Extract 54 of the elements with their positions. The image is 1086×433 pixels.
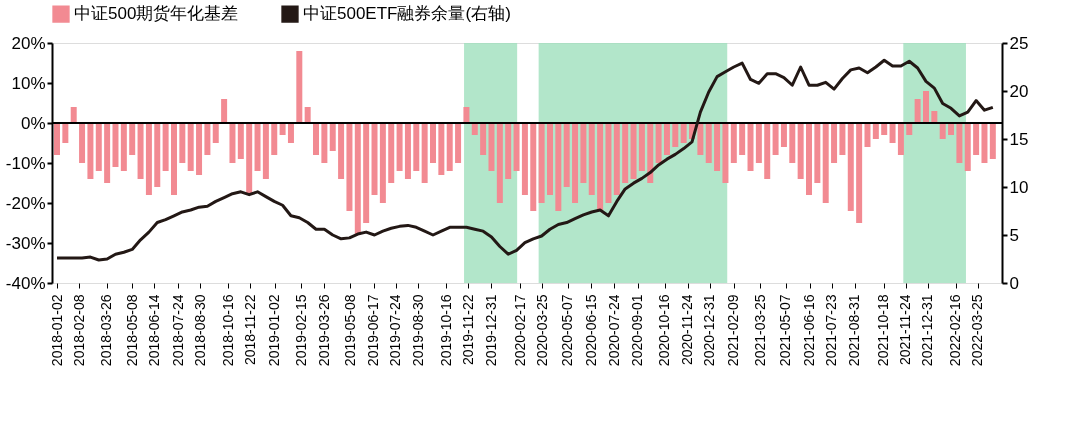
- x-tick-label: 2020-06-15: [582, 294, 599, 367]
- y2-tick-label: 10: [1009, 177, 1029, 197]
- x-tick-label: 2018-10-16: [219, 294, 236, 367]
- legend-label: 中证500ETF融券余量(右轴): [303, 4, 511, 24]
- x-tick-label: 2019-05-08: [341, 294, 358, 367]
- x-tick-label: 2020-05-07: [559, 294, 576, 367]
- x-tick-label: 2021-12-31: [919, 294, 936, 367]
- x-tick-label: 2018-01-02: [48, 294, 65, 367]
- y-tick-label: 0%: [20, 113, 46, 133]
- x-tick-label: 2019-07-24: [387, 294, 404, 367]
- x-tick-label: 2022-02-16: [947, 294, 964, 367]
- y-tick-label: -20%: [5, 193, 46, 213]
- x-tick-label: 2021-02-09: [725, 294, 742, 367]
- x-tick-label: 2020-11-24: [679, 294, 696, 366]
- legend-label: 中证500期货年化基差: [74, 4, 239, 24]
- y-tick-label: 20%: [11, 33, 46, 53]
- x-tick-label: 2020-10-16: [656, 294, 673, 367]
- x-tick-label: 2019-12-31: [482, 294, 499, 367]
- x-tick-label: 2020-02-17: [511, 294, 528, 367]
- x-tick-label: 2022-03-25: [969, 294, 986, 367]
- y2-tick-label: 15: [1009, 129, 1029, 149]
- x-tick-label: 2021-10-18: [875, 294, 892, 367]
- y-tick-label: -30%: [5, 233, 46, 253]
- y-tick-label: -10%: [5, 153, 46, 173]
- x-tick-label: 2021-06-16: [801, 294, 818, 367]
- x-tick-label: 2019-10-16: [437, 294, 454, 367]
- y-tick-label: -40%: [5, 273, 46, 293]
- x-tick-label: 2020-12-31: [701, 294, 718, 367]
- x-tick-label: 2020-03-25: [533, 294, 550, 367]
- x-tick-label: 2018-11-22: [241, 294, 258, 366]
- x-tick-label: 2020-07-24: [605, 294, 622, 367]
- x-tick-label: 2019-01-02: [266, 294, 283, 367]
- x-tick-label: 2019-06-17: [365, 294, 382, 367]
- y2-tick-label: 0: [1009, 273, 1019, 293]
- x-tick-label: 2019-11-22: [459, 294, 476, 366]
- x-tick-label: 2020-09-01: [629, 294, 646, 367]
- x-tick-label: 2018-02-08: [70, 294, 87, 367]
- y2-tick-label: 20: [1009, 81, 1029, 101]
- x-tick-label: 2021-07-23: [823, 294, 840, 367]
- x-tick-label: 2019-02-15: [292, 294, 309, 367]
- x-tick-label: 2018-07-24: [169, 294, 186, 367]
- x-tick-label: 2019-08-30: [409, 294, 426, 367]
- y2-tick-label: 5: [1009, 225, 1019, 245]
- y-tick-label: 10%: [11, 73, 46, 93]
- x-tick-label: 2019-03-26: [315, 294, 332, 367]
- x-tick-label: 2018-08-30: [191, 294, 208, 367]
- x-tick-label: 2018-03-26: [98, 294, 115, 367]
- x-tick-label: 2018-05-08: [123, 294, 140, 367]
- x-tick-label: 2021-03-25: [751, 294, 768, 367]
- x-tick-label: 2021-05-07: [777, 294, 794, 367]
- x-tick-label: 2021-11-24: [897, 294, 914, 366]
- x-tick-label: 2021-08-31: [846, 294, 863, 367]
- x-tick-label: 2018-06-14: [145, 294, 162, 367]
- y2-tick-label: 25: [1009, 33, 1029, 53]
